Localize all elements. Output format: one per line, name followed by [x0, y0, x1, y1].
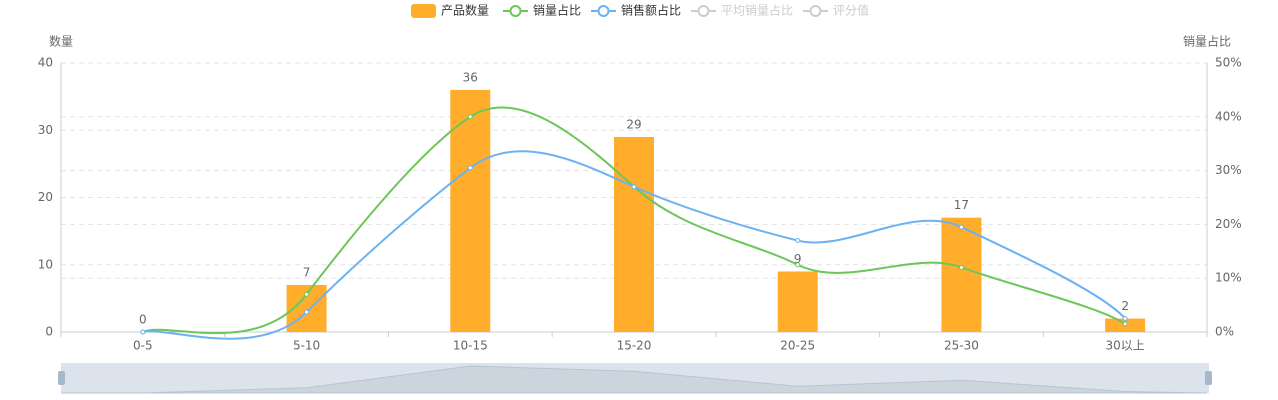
zoom-handle[interactable] [1205, 371, 1212, 385]
x-tick-label: 0-5 [133, 339, 153, 353]
point [1122, 321, 1128, 327]
point [795, 262, 801, 268]
x-tick-label: 30以上 [1106, 339, 1145, 353]
y-tick-label: 0 [45, 325, 53, 339]
y-tick-label: 40 [38, 56, 53, 70]
point [958, 264, 964, 270]
data-label: 9 [794, 252, 802, 266]
legend-item[interactable]: 评分值 [803, 3, 869, 18]
point [467, 114, 473, 120]
y-axis-title: 数量 [49, 34, 73, 49]
legend-label: 销量占比 [533, 3, 581, 18]
point [958, 224, 964, 230]
legend-label: 产品数量 [441, 3, 489, 18]
data-label: 2 [1121, 299, 1129, 313]
bar [450, 89, 491, 333]
legend-label: 评分值 [833, 3, 869, 18]
bar [941, 217, 982, 332]
legend-swatch [697, 5, 710, 17]
bar [614, 136, 654, 332]
legend-item[interactable]: 销量占比 [503, 3, 581, 18]
y2-tick-label: 50% [1215, 56, 1242, 70]
legend-swatch [597, 5, 610, 17]
zoom-handle[interactable] [58, 371, 65, 385]
legend-item[interactable]: 产品数量 [411, 3, 489, 19]
data-label: 7 [303, 265, 311, 279]
legend-swatch [509, 5, 522, 17]
y2-axis-title: 销量占比 [1183, 34, 1231, 49]
legend-item[interactable]: 销售额占比 [591, 3, 681, 18]
legend-swatch [411, 4, 436, 18]
y2-tick-label: 10% [1215, 271, 1242, 285]
x-tick-label: 15-20 [617, 339, 652, 353]
zoom-silhouette [61, 365, 1208, 394]
legend-item[interactable]: 平均销量占比 [691, 3, 793, 18]
y2-tick-label: 40% [1215, 109, 1242, 123]
data-label: 17 [954, 198, 969, 212]
point [304, 309, 310, 315]
y-tick-label: 20 [38, 190, 53, 204]
point [795, 238, 801, 244]
data-label: 29 [626, 117, 641, 131]
point [140, 329, 146, 335]
x-tick-label: 5-10 [293, 339, 320, 353]
y2-tick-label: 30% [1215, 163, 1242, 177]
y-tick-label: 30 [38, 123, 53, 137]
data-label: 36 [463, 70, 478, 84]
x-tick-label: 25-30 [944, 339, 979, 353]
point [467, 165, 473, 171]
data-label: 0 [139, 313, 147, 327]
y2-tick-label: 20% [1215, 217, 1242, 231]
x-tick-label: 20-25 [780, 339, 815, 353]
point [304, 291, 310, 297]
point [631, 184, 637, 190]
x-tick-label: 10-15 [453, 339, 488, 353]
point [1122, 316, 1128, 322]
legend-label: 销售额占比 [621, 3, 681, 18]
legend-label: 平均销量占比 [721, 3, 793, 18]
y2-tick-label: 0% [1215, 325, 1234, 339]
bar [777, 271, 818, 332]
y-tick-label: 10 [38, 257, 53, 271]
legend-swatch [809, 5, 822, 17]
